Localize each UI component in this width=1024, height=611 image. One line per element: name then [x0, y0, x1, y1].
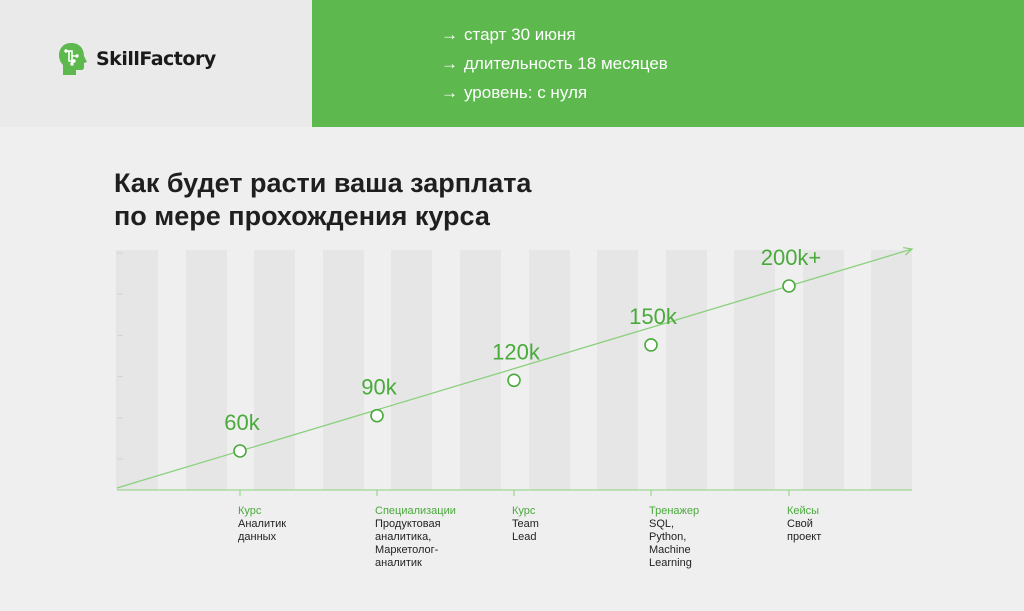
salary-trend-line — [116, 248, 913, 489]
trend-arrow-icon — [903, 246, 914, 256]
salary-label: 150k — [629, 304, 678, 329]
arrow-right-icon: → — [441, 25, 458, 44]
course-fact-duration: → длительность 18 месяцев — [441, 53, 668, 82]
grid-band — [186, 250, 227, 490]
course-fact-start: → старт 30 июня — [441, 24, 668, 53]
chart-heading: Как будет расти ваша зарплата по мере пр… — [114, 167, 531, 233]
stage-label: Специализации Продуктовая аналитика, Марк… — [375, 505, 505, 570]
stage-kind: Курс — [512, 505, 536, 517]
header-info-panel — [312, 0, 1024, 127]
course-fact-text: уровень: с нуля — [464, 83, 588, 102]
chart-heading-line-1: Как будет расти ваша зарплата — [114, 168, 532, 198]
grid-band — [254, 250, 295, 490]
stage-name: Team Lead — [512, 518, 539, 543]
course-facts-list: → старт 30 июня → длительность 18 месяцев … — [441, 24, 668, 111]
grid-band — [734, 250, 775, 490]
stage-kind: Специализации — [375, 505, 456, 517]
course-fact-text: старт 30 июня — [464, 25, 576, 44]
brand-logo[interactable]: SkillFactory — [58, 42, 216, 76]
chart-heading-line-2: по мере прохождения курса — [114, 201, 490, 231]
stage-kind: Кейсы — [787, 505, 820, 517]
grid-band — [460, 250, 501, 490]
stage-label: Тренажер SQL, Python, Machine Learning — [649, 505, 779, 570]
salary-label: 120k — [492, 339, 541, 364]
arrow-right-icon: → — [441, 83, 458, 102]
salary-label: 60k — [224, 410, 260, 435]
stage-kind: Курс — [238, 505, 262, 517]
stage-kind: Тренажер — [649, 505, 700, 517]
stage-name: Свой проект — [787, 518, 822, 543]
course-fact-text: длительность 18 месяцев — [464, 54, 668, 73]
head-circuit-icon — [59, 43, 87, 75]
salary-point — [782, 279, 796, 293]
header-left-panel — [0, 0, 312, 127]
salary-point — [233, 444, 247, 458]
grid-band — [597, 250, 638, 490]
grid-band — [871, 250, 912, 490]
brand-name: SkillFactory — [96, 48, 216, 70]
stage-name: Аналитик данных — [238, 518, 287, 543]
arrow-right-icon: → — [441, 54, 458, 73]
salary-label: 200k+ — [761, 245, 822, 270]
grid-band — [391, 250, 432, 490]
grid-band — [529, 250, 570, 490]
stage-name: Продуктовая аналитика, Маркетолог- анали… — [375, 518, 441, 569]
grid-band — [666, 250, 707, 490]
stage-label: Курс Аналитик данных — [238, 505, 368, 544]
grid-band — [323, 250, 364, 490]
grid-band — [117, 250, 158, 490]
salary-label: 90k — [361, 375, 397, 400]
salary-point — [370, 408, 384, 423]
grid-band — [803, 250, 844, 490]
stage-label: Кейсы Свой проект — [787, 505, 917, 544]
stage-name: SQL, Python, Machine Learning — [649, 518, 692, 569]
salary-point — [644, 338, 658, 352]
course-fact-level: → уровень: с нуля — [441, 82, 668, 111]
salary-point — [507, 373, 521, 388]
stage-label: Курс Team Lead — [512, 505, 642, 544]
